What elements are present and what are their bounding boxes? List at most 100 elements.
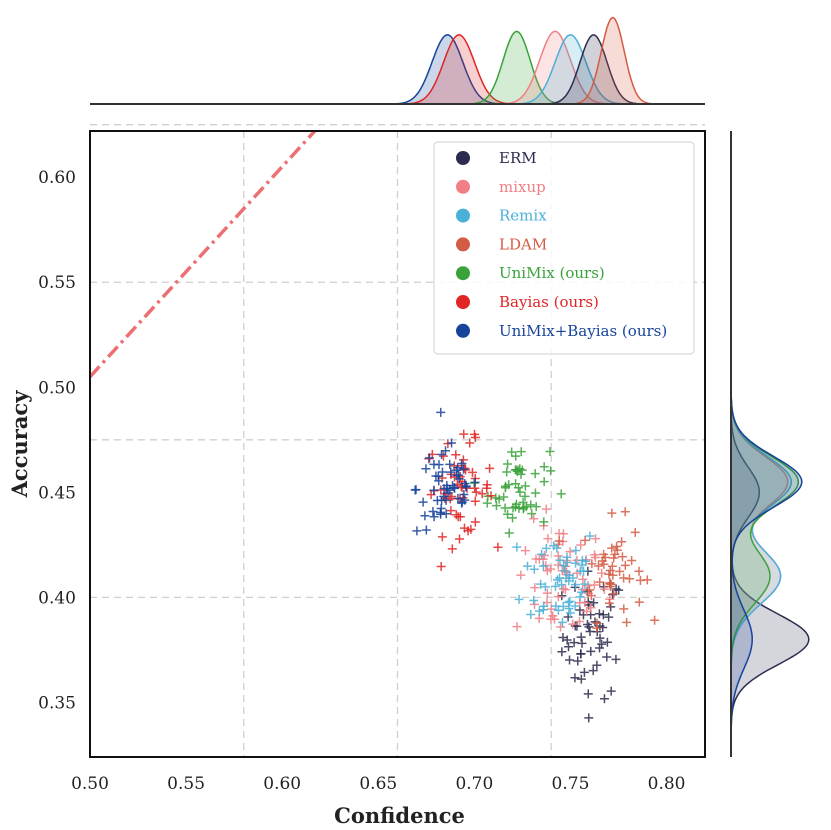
point-unimix-bayias-ours — [410, 485, 420, 495]
point-unimix-bayias-ours — [424, 453, 434, 463]
point-erm — [589, 598, 599, 608]
point-erm — [576, 632, 586, 642]
point-bayias-ours — [465, 438, 475, 448]
point-remix — [579, 566, 589, 576]
point-ldam — [595, 577, 605, 587]
point-unimix-bayias-ours — [453, 463, 463, 473]
point-ldam — [635, 575, 645, 585]
point-unimix-ours — [556, 489, 566, 499]
point-erm — [608, 590, 618, 600]
point-remix — [540, 582, 550, 592]
point-unimix-ours — [511, 451, 521, 461]
point-ldam — [619, 604, 629, 614]
point-unimix-bayias-ours — [437, 449, 447, 459]
point-bayias-ours — [477, 489, 487, 499]
point-unimix-bayias-ours — [420, 511, 430, 521]
point-remix — [576, 587, 586, 597]
point-unimix-bayias-ours — [447, 438, 457, 448]
point-erm — [583, 689, 593, 699]
point-remix — [557, 617, 567, 627]
point-unimix-bayias-ours — [445, 459, 455, 469]
point-erm — [594, 609, 604, 619]
x-tick-label: 0.80 — [648, 774, 686, 794]
point-unimix-ours — [531, 502, 541, 512]
point-remix — [557, 580, 567, 590]
point-erm — [584, 713, 594, 723]
point-unimix-bayias-ours — [470, 477, 480, 487]
point-unimix-ours — [546, 466, 556, 476]
legend-label: Remix — [499, 207, 547, 225]
point-erm — [582, 620, 592, 630]
point-erm — [606, 686, 616, 696]
point-ldam — [634, 566, 644, 576]
point-ldam — [622, 617, 632, 627]
legend-marker — [456, 323, 470, 338]
point-unimix-bayias-ours — [421, 525, 431, 535]
point-unimix-ours — [539, 517, 549, 527]
point-remix — [552, 543, 562, 553]
point-bayias-ours — [459, 429, 469, 439]
point-erm — [562, 635, 572, 645]
point-erm — [584, 622, 594, 632]
point-unimix-bayias-ours — [429, 459, 439, 469]
top-marginal-density — [90, 16, 705, 105]
point-bayias-ours — [455, 512, 465, 522]
point-unimix-bayias-ours — [437, 495, 447, 505]
point-mixup — [516, 570, 526, 580]
point-remix — [536, 579, 546, 589]
point-remix — [585, 531, 595, 541]
legend-marker — [456, 266, 470, 281]
point-remix — [514, 594, 524, 604]
point-erm — [579, 667, 589, 677]
point-remix — [552, 575, 562, 585]
point-ldam — [617, 537, 627, 547]
point-ldam — [650, 615, 660, 625]
point-ldam — [586, 591, 596, 601]
legend-label: UniMix+Bayias (ours) — [499, 322, 667, 340]
point-unimix-bayias-ours — [437, 467, 447, 477]
point-mixup — [578, 574, 588, 584]
point-ldam — [604, 569, 614, 579]
point-mixup — [546, 604, 556, 614]
point-unimix-bayias-ours — [412, 526, 422, 536]
point-remix — [575, 592, 585, 602]
point-bayias-ours — [471, 487, 481, 497]
point-ldam — [619, 573, 629, 583]
point-ldam — [584, 585, 594, 595]
point-ldam — [627, 555, 637, 565]
point-erm — [602, 637, 612, 647]
point-remix — [565, 596, 575, 606]
point-mixup — [529, 514, 539, 524]
point-ldam — [593, 561, 603, 571]
point-unimix-ours — [530, 488, 540, 498]
point-unimix-ours — [520, 491, 530, 501]
point-unimix-ours — [502, 467, 512, 477]
point-mixup — [520, 546, 530, 556]
point-ldam — [604, 598, 614, 608]
x-tick-label: 0.50 — [71, 774, 109, 794]
point-ldam — [612, 545, 622, 555]
point-unimix-bayias-ours — [433, 471, 443, 481]
point-erm — [604, 612, 614, 622]
point-ldam — [620, 507, 630, 517]
point-unimix-bayias-ours — [429, 485, 439, 495]
legend-label: Bayias (ours) — [499, 293, 599, 311]
point-ldam — [608, 570, 618, 580]
legend-marker — [456, 179, 470, 194]
point-mixup — [568, 619, 578, 629]
point-erm — [597, 639, 607, 649]
point-mixup — [558, 584, 568, 594]
point-erm — [595, 633, 605, 643]
point-unimix-ours — [530, 469, 540, 479]
point-unimix-bayias-ours — [428, 506, 438, 516]
point-unimix-ours — [516, 447, 526, 457]
point-bayias-ours — [451, 450, 461, 460]
point-bayias-ours — [463, 526, 473, 536]
point-bayias-ours — [455, 534, 465, 544]
point-remix — [550, 581, 560, 591]
point-unimix-bayias-ours — [454, 474, 464, 484]
point-unimix-bayias-ours — [443, 488, 453, 498]
right-marginal-density — [730, 131, 810, 757]
point-erm — [569, 638, 579, 648]
point-unimix-ours — [500, 503, 510, 513]
